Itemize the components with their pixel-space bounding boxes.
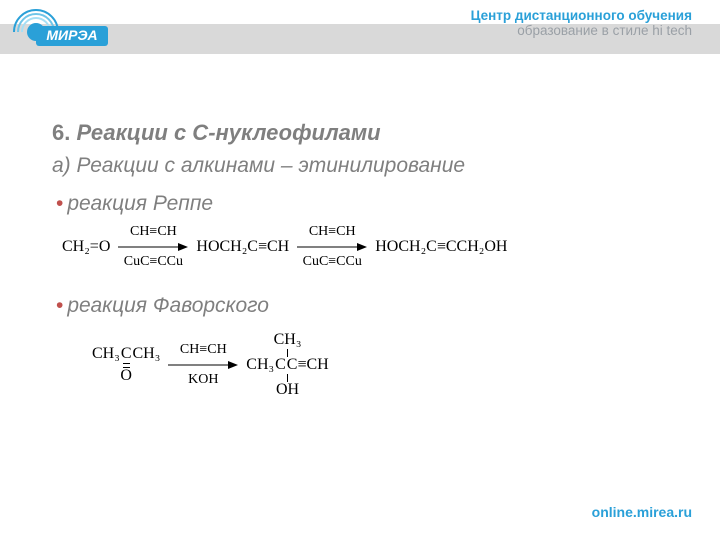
mirea-logo: МИРЭА (8, 4, 118, 59)
reppe-start: CH₂=O (62, 238, 110, 256)
reppe-arrow-2: CH≡CH CuC≡CCu (297, 224, 367, 270)
reppe-mid: HOCH₂C≡CH (196, 238, 289, 256)
footer-url: online.mirea.ru (592, 504, 692, 520)
title-number: 6. (52, 120, 70, 145)
bullet-reppe: •реакция Реппе (56, 192, 680, 216)
bullet-favorsky: •реакция Фаворского (56, 294, 680, 318)
header-line1: Центр дистанционного обучения (471, 8, 692, 23)
content: 6. Реакции с С-нуклеофилами а) Реакции с… (52, 120, 680, 418)
section-title: 6. Реакции с С-нуклеофилами (52, 120, 680, 146)
fav-arrow: CH≡CH KOH (168, 342, 238, 388)
reppe-end: HOCH₂C≡CCH₂OH (375, 238, 507, 256)
reppe-scheme: CH₂=O CH≡CH CuC≡CCu HOCH₂C≡CH CH≡CH CuC≡… (62, 224, 680, 270)
bullet-dot-icon: • (56, 294, 63, 317)
fav-product: CH₃ CH₃CC≡CH OH (246, 332, 328, 398)
header-text: Центр дистанционного обучения образовани… (471, 8, 692, 38)
favorsky-scheme: CH₃CCH₃ O CH≡CH KOH CH₃ CH₃CC≡CH OH (62, 332, 680, 398)
subsection: а) Реакции с алкинами – этинилирование (52, 154, 680, 178)
header-line2: образование в стиле hi tech (471, 23, 692, 38)
bullet-dot-icon: • (56, 192, 63, 215)
fav-reagent: CH₃CCH₃ O (92, 346, 160, 385)
reppe-arrow-1: CH≡CH CuC≡CCu (118, 224, 188, 270)
logo-text: МИРЭА (46, 27, 97, 43)
